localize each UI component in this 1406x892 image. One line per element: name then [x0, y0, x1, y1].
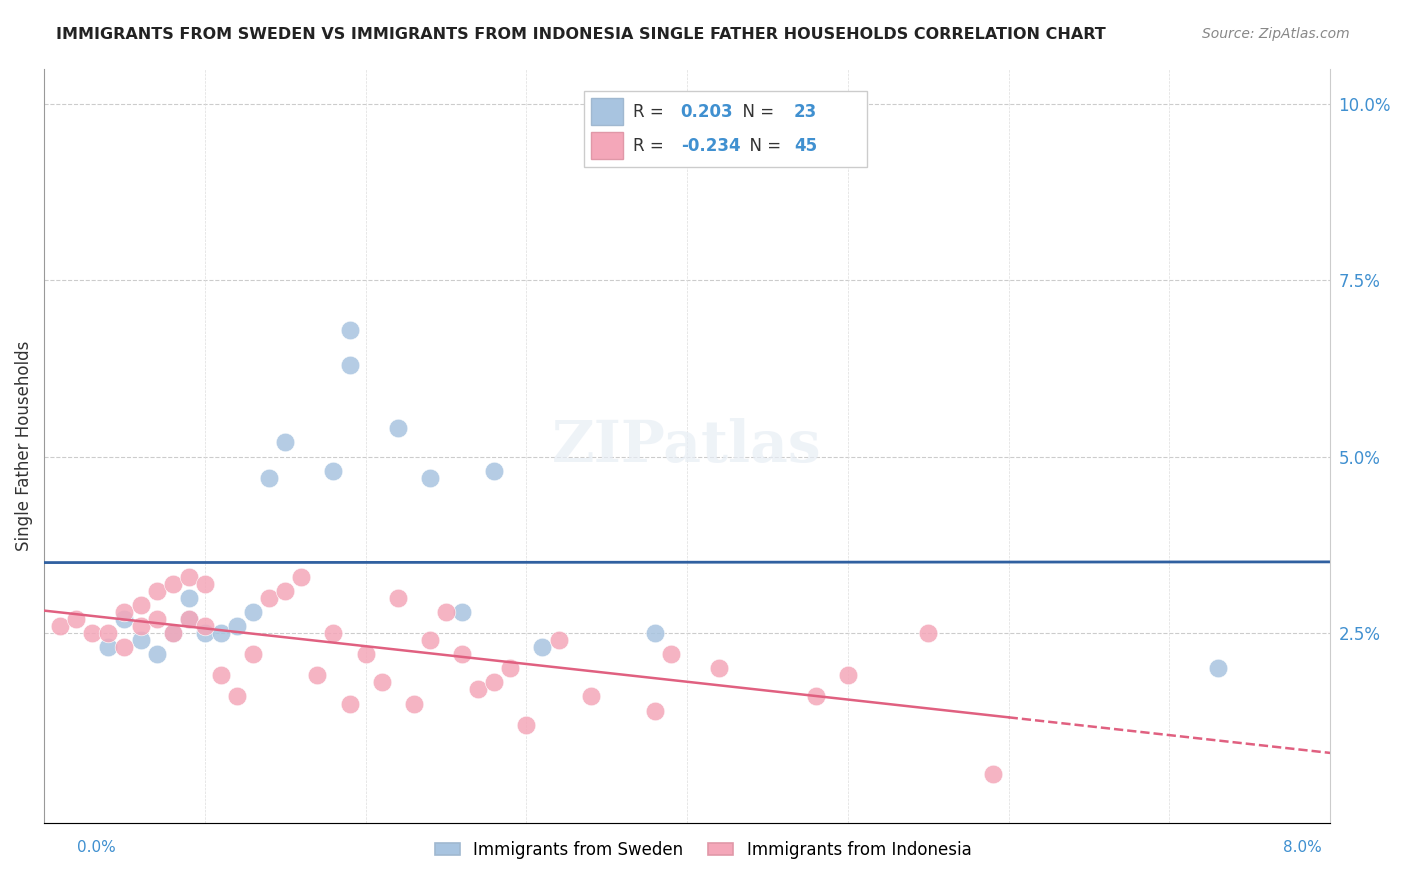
Point	[145, 583, 167, 598]
Point	[322, 626, 344, 640]
Point	[484, 675, 506, 690]
Point	[274, 583, 297, 598]
FancyBboxPatch shape	[591, 132, 623, 159]
Point	[370, 675, 392, 690]
Point	[177, 569, 200, 583]
Point	[114, 605, 136, 619]
Point	[804, 690, 827, 704]
Point	[257, 591, 280, 605]
Y-axis label: Single Father Households: Single Father Households	[15, 341, 32, 551]
Text: 8.0%: 8.0%	[1282, 840, 1322, 855]
Point	[114, 640, 136, 654]
Point	[162, 626, 184, 640]
Text: IMMIGRANTS FROM SWEDEN VS IMMIGRANTS FROM INDONESIA SINGLE FATHER HOUSEHOLDS COR: IMMIGRANTS FROM SWEDEN VS IMMIGRANTS FRO…	[56, 27, 1107, 42]
Point	[1206, 661, 1229, 675]
Point	[387, 421, 409, 435]
Point	[194, 626, 217, 640]
Point	[65, 612, 87, 626]
Point	[162, 576, 184, 591]
Point	[257, 471, 280, 485]
Point	[194, 576, 217, 591]
Point	[339, 697, 361, 711]
Point	[531, 640, 554, 654]
Point	[194, 619, 217, 633]
Text: 0.203: 0.203	[681, 103, 734, 120]
Point	[981, 767, 1004, 781]
Point	[209, 668, 232, 682]
Point	[434, 605, 457, 619]
Point	[145, 612, 167, 626]
Point	[515, 717, 537, 731]
Point	[129, 633, 152, 648]
Point	[177, 612, 200, 626]
Point	[917, 626, 939, 640]
Point	[419, 633, 441, 648]
Point	[709, 661, 731, 675]
Point	[659, 647, 682, 661]
Point	[97, 626, 120, 640]
Point	[451, 605, 474, 619]
FancyBboxPatch shape	[591, 98, 623, 125]
Point	[307, 668, 329, 682]
Point	[49, 619, 72, 633]
Text: 23: 23	[794, 103, 817, 120]
Point	[242, 647, 264, 661]
FancyBboxPatch shape	[585, 91, 868, 167]
Point	[177, 591, 200, 605]
Text: 45: 45	[794, 136, 817, 154]
Point	[322, 464, 344, 478]
Point	[82, 626, 104, 640]
Text: R =: R =	[633, 103, 669, 120]
Point	[145, 647, 167, 661]
Point	[242, 605, 264, 619]
Text: -0.234: -0.234	[681, 136, 741, 154]
Point	[467, 682, 489, 697]
Point	[451, 647, 474, 661]
Point	[339, 358, 361, 372]
Point	[402, 697, 425, 711]
Point	[226, 690, 249, 704]
Point	[129, 598, 152, 612]
Point	[387, 591, 409, 605]
Point	[339, 322, 361, 336]
Point	[644, 626, 666, 640]
Point	[226, 619, 249, 633]
Point	[97, 640, 120, 654]
Text: R =: R =	[633, 136, 669, 154]
Point	[162, 626, 184, 640]
Point	[547, 633, 569, 648]
Point	[499, 661, 522, 675]
Point	[579, 690, 602, 704]
Point	[177, 612, 200, 626]
Point	[644, 704, 666, 718]
Text: Source: ZipAtlas.com: Source: ZipAtlas.com	[1202, 27, 1350, 41]
Point	[274, 435, 297, 450]
Text: ZIPatlas: ZIPatlas	[553, 418, 823, 474]
Point	[837, 668, 859, 682]
Point	[419, 471, 441, 485]
Point	[209, 626, 232, 640]
Text: 0.0%: 0.0%	[77, 840, 117, 855]
Point	[290, 569, 312, 583]
Point	[129, 619, 152, 633]
Point	[114, 612, 136, 626]
Legend: Immigrants from Sweden, Immigrants from Indonesia: Immigrants from Sweden, Immigrants from …	[427, 835, 979, 866]
Point	[354, 647, 377, 661]
Text: N =: N =	[738, 136, 786, 154]
Text: N =: N =	[733, 103, 779, 120]
Point	[484, 464, 506, 478]
